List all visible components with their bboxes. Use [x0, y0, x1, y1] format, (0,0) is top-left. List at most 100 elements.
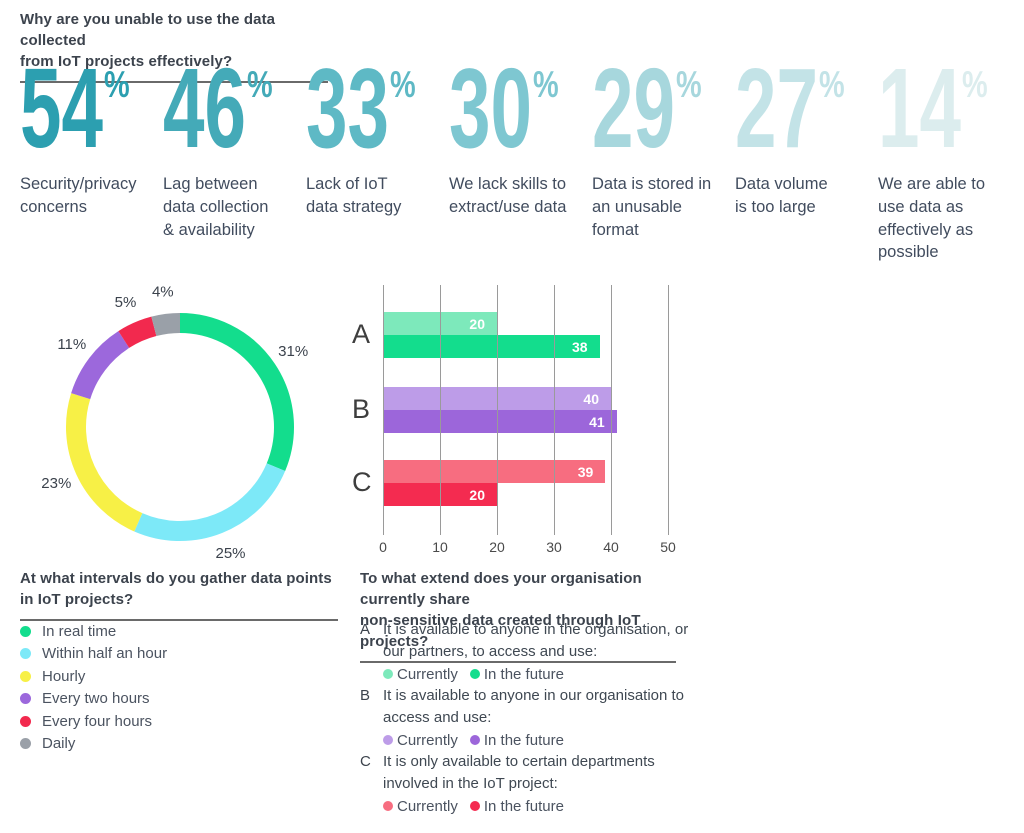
stat-label: Security/privacy concerns [20, 175, 137, 216]
share-legend: A It is available to anyone in the organi… [360, 619, 700, 817]
legend-label: Within half an hour [42, 645, 168, 663]
gridline [554, 285, 555, 535]
donut-segment-label: 5% [115, 294, 137, 311]
bar-value-label: 39 [577, 463, 594, 480]
legend-dot-icon [20, 625, 31, 637]
legend-item: Daily [20, 733, 167, 756]
donut-segment [151, 312, 181, 337]
page-title: Why are you unable to use the data colle… [20, 9, 328, 83]
share-item-desc: It is available to anyone in our organis… [383, 687, 685, 726]
stat-label: We lack skills to extract/use data [449, 175, 567, 216]
bar-group-label: B [352, 394, 371, 424]
stat-label: Lack of IoT data strategy [306, 175, 402, 216]
gridline [440, 285, 441, 535]
donut-segment [134, 463, 286, 541]
stat-number: 27 [735, 45, 818, 171]
legend-dot-icon [469, 669, 480, 679]
tick-label: 0 [379, 539, 387, 555]
legend-label: In the future [483, 665, 564, 683]
tick-label: 40 [603, 539, 619, 555]
bar-group-label: A [352, 319, 371, 349]
share-item: B It is available to anyone in our organi… [360, 685, 700, 751]
stat-value: 29% [592, 45, 723, 171]
legend-item: In real time [20, 620, 167, 643]
stat-number: 29 [592, 45, 675, 171]
stat-number: 14 [878, 45, 961, 171]
bar-value-label: 38 [572, 338, 588, 355]
stat-label: Lag between data collection & availability [163, 175, 269, 239]
stat: 54% Security/privacy concerns [20, 52, 151, 264]
tick-label: 50 [660, 539, 676, 555]
donut-segment [71, 331, 130, 400]
legend-item: Hourly [20, 665, 167, 688]
legend-label: In real time [42, 622, 117, 640]
bar-value-label: 20 [469, 315, 485, 332]
legend-label: Hourly [42, 667, 86, 685]
donut-segment [179, 313, 294, 472]
stat-value: 27% [735, 45, 866, 171]
share-question: To what extend does your organisation cu… [360, 568, 676, 663]
stat: 33% Lack of IoT data strategy [306, 45, 437, 264]
tick-label: 20 [489, 539, 505, 555]
stat-value: 54% [20, 52, 151, 165]
share-item-body: It is available to anyone in the organis… [383, 619, 700, 685]
legend-dot-icon [469, 801, 480, 811]
stat-label: We are able to use data as effectively as p… [878, 175, 986, 262]
interval-legend: In real time Within half an hour Hourly Eve… [20, 620, 167, 755]
interval-question: At what intervals do you gather data poi… [20, 568, 338, 621]
stat-percent-sign: % [818, 64, 845, 105]
legend-label: Currently [397, 731, 458, 749]
stats-row: 54% Security/privacy concerns 46% Lag betwee… [20, 45, 1012, 264]
stat-percent-sign: % [103, 64, 130, 105]
bar: 41 [383, 410, 617, 433]
donut-segment [66, 393, 143, 532]
stat-label: Data is stored in an unusable format [592, 175, 712, 239]
legend-dot-icon [383, 801, 393, 811]
legend-label: Currently [397, 797, 458, 815]
donut-segment-label: 4% [152, 284, 174, 301]
stat-label: Data volume is too large [735, 175, 828, 216]
legend-item: Every four hours [20, 710, 167, 733]
stat-number: 33 [306, 45, 389, 171]
share-item-letter: C [360, 753, 371, 770]
donut-segment [118, 316, 157, 349]
legend-dot-icon [20, 693, 31, 705]
legend-dot-icon [20, 715, 31, 727]
share-item-body: It is only available to certain departme… [383, 751, 700, 817]
share-item: A It is available to anyone in the organi… [360, 619, 700, 685]
donut-segment-label: 31% [278, 343, 308, 360]
legend-dot-icon [383, 735, 393, 745]
legend-dot-icon [469, 735, 480, 745]
bar-chart: 0 10 20 30 40 50 A 20 38 B 40 41 C 39 20 [352, 281, 692, 566]
share-item-letter: A [360, 621, 371, 638]
share-item-desc: It is available to anyone in the organis… [383, 621, 689, 660]
legend-dot-icon [20, 648, 31, 660]
stat-value: 14% [878, 45, 1009, 171]
donut-segment-label: 23% [41, 475, 71, 492]
tick-label: 30 [546, 539, 562, 555]
share-item-desc: It is only available to certain departme… [383, 753, 655, 792]
legend-label: In the future [483, 797, 564, 815]
stat-percent-sign: % [246, 64, 273, 105]
stat-value: 30% [449, 45, 580, 171]
stat-number: 46 [163, 45, 246, 171]
legend-dot-icon [383, 669, 393, 679]
stat-value: 33% [306, 45, 437, 171]
stat: 14% We are able to use data as effectively … [878, 45, 1009, 264]
legend-label: Daily [42, 735, 76, 753]
stat-value: 46% [163, 45, 294, 171]
legend-dot-icon [20, 738, 31, 750]
bar: 39 [383, 460, 606, 483]
share-item: C It is only available to certain departm… [360, 751, 700, 817]
bar-value-label: 20 [469, 486, 485, 503]
tick-label: 10 [432, 539, 448, 555]
legend-label: In the future [483, 731, 564, 749]
donut-segment-label: 25% [215, 545, 245, 562]
legend-item: Every two hours [20, 688, 167, 711]
share-sub-legend: Currently In the future [383, 663, 700, 685]
gridline [611, 285, 612, 535]
stat-number: 30 [449, 45, 532, 171]
legend-dot-icon [20, 670, 31, 682]
legend-item: Within half an hour [20, 643, 167, 666]
